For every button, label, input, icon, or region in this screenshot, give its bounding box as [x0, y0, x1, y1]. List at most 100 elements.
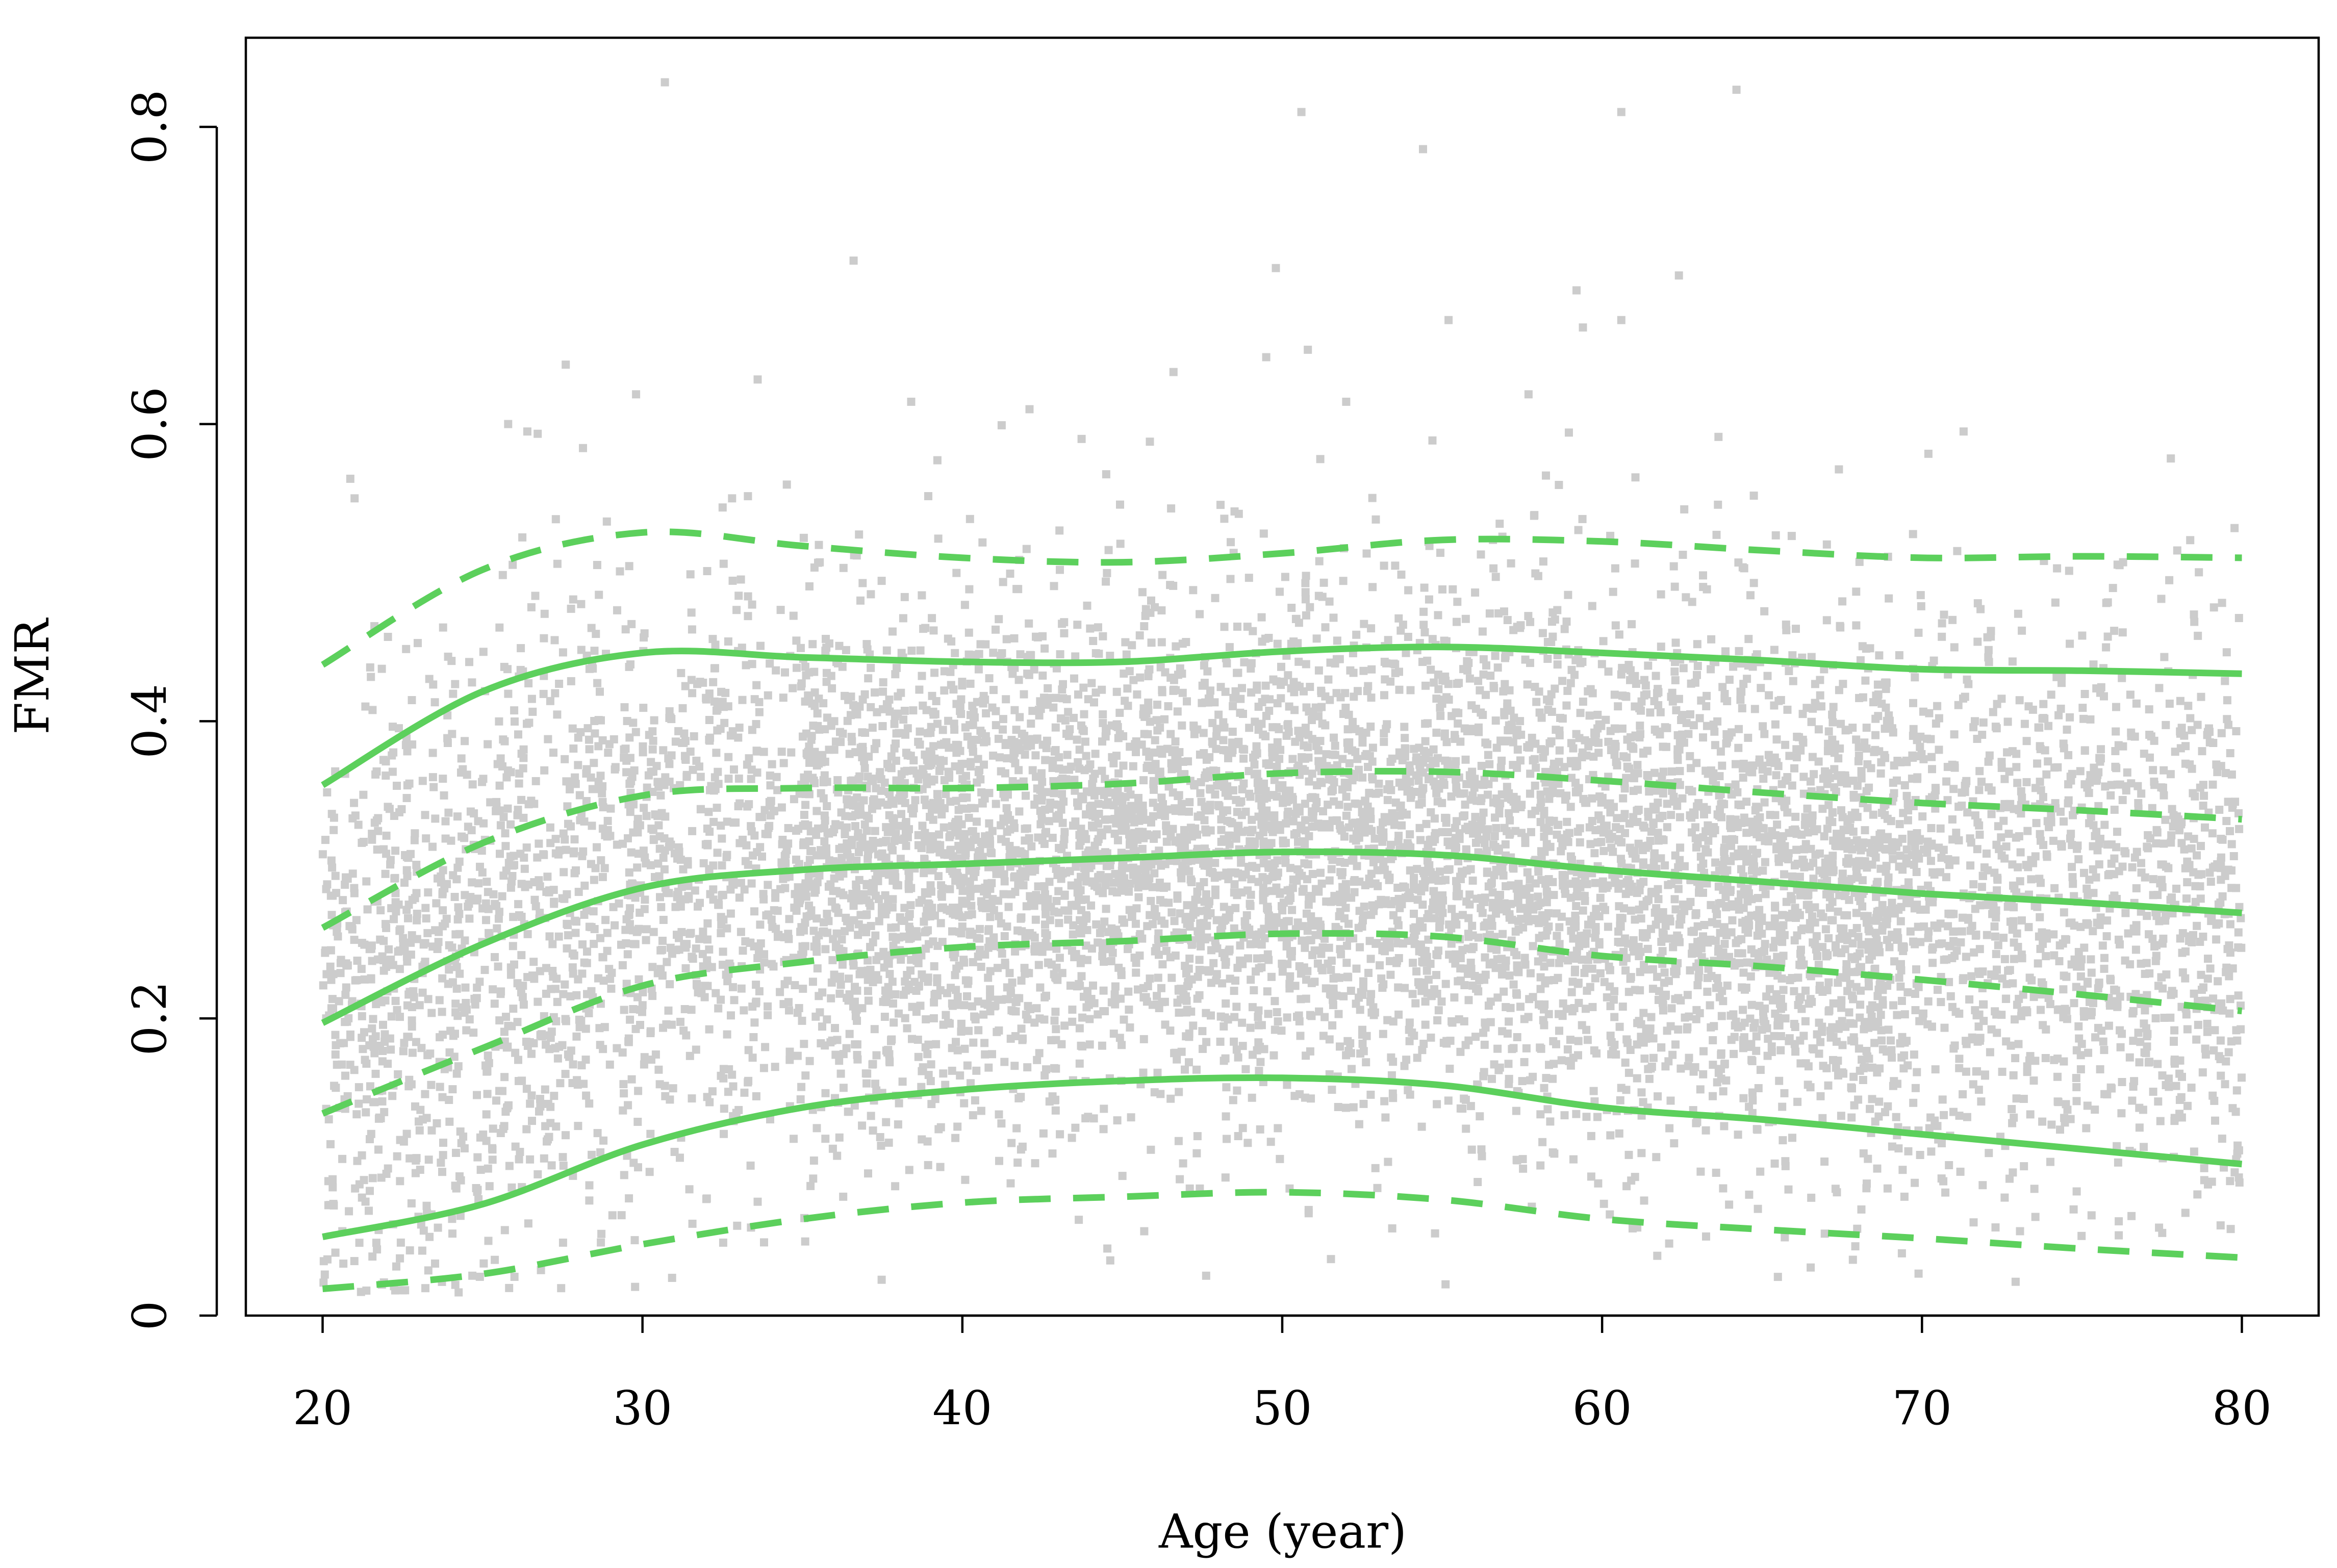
scatter-point: [659, 746, 668, 755]
scatter-point: [1573, 828, 1582, 836]
scatter-point: [1848, 1255, 1857, 1264]
scatter-point: [1388, 754, 1396, 763]
scatter-point: [1230, 1013, 1239, 1021]
scatter-point: [1230, 880, 1239, 889]
scatter-point: [1430, 678, 1438, 687]
scatter-point: [649, 928, 658, 936]
scatter-point: [523, 719, 531, 728]
scatter-point: [979, 1010, 988, 1019]
scatter-point: [603, 929, 612, 937]
scatter-point: [362, 1287, 371, 1295]
scatter-point: [1216, 1012, 1225, 1021]
scatter-point: [1654, 895, 1663, 904]
scatter-point: [1715, 772, 1724, 781]
scatter-point: [1793, 1097, 1802, 1106]
scatter-point: [654, 859, 663, 868]
scatter-point: [1212, 744, 1221, 753]
scatter-point: [1143, 922, 1152, 931]
scatter-point: [1979, 718, 1988, 727]
scatter-point: [907, 647, 916, 655]
scatter-point: [449, 1032, 458, 1040]
scatter-point: [967, 885, 975, 893]
scatter-point: [2000, 1193, 2009, 1202]
scatter-point: [686, 570, 695, 579]
scatter-point: [1890, 761, 1898, 770]
scatter-point: [1116, 539, 1125, 548]
scatter-point: [705, 1025, 714, 1034]
scatter-point: [1419, 607, 1428, 616]
scatter-point: [1523, 680, 1532, 689]
scatter-point: [413, 916, 421, 924]
scatter-point: [914, 1052, 923, 1061]
scatter-point: [1599, 637, 1608, 646]
scatter-point: [540, 634, 548, 642]
scatter-point: [822, 635, 830, 643]
scatter-point: [1274, 1124, 1282, 1133]
scatter-point: [1699, 888, 1707, 897]
scatter-point: [812, 914, 821, 923]
scatter-point: [1020, 690, 1028, 699]
scatter-point: [1174, 1137, 1183, 1145]
scatter-point: [876, 1133, 884, 1141]
scatter-point: [1835, 465, 1843, 474]
scatter-point: [688, 625, 696, 634]
scatter-point: [1824, 934, 1833, 942]
scatter-point: [2235, 825, 2244, 833]
scatter-point: [1153, 1068, 1162, 1077]
scatter-point: [744, 1046, 753, 1055]
scatter-point: [974, 1026, 983, 1035]
scatter-point: [2183, 1101, 2192, 1110]
scatter-point: [1117, 1041, 1126, 1049]
scatter-point: [1343, 803, 1352, 811]
scatter-point: [2118, 862, 2127, 871]
scatter-point: [1154, 973, 1162, 982]
scatter-point: [1366, 997, 1375, 1006]
scatter-point: [1100, 958, 1108, 966]
scatter-point: [1352, 630, 1361, 639]
scatter-point: [1229, 1096, 1237, 1104]
scatter-point: [1431, 829, 1440, 837]
scatter-point: [1566, 1061, 1575, 1070]
scatter-point: [1649, 820, 1658, 828]
scatter-point: [1524, 612, 1533, 621]
scatter-point: [2207, 1177, 2216, 1186]
scatter-point: [541, 1085, 549, 1094]
scatter-point: [358, 939, 366, 947]
scatter-point: [1513, 990, 1521, 999]
scatter-point: [1903, 799, 1912, 808]
scatter-point: [1719, 1184, 1728, 1193]
scatter-point: [536, 967, 544, 975]
scatter-point: [1373, 1184, 1382, 1192]
scatter-point: [1345, 738, 1354, 747]
scatter-point: [1230, 1037, 1238, 1046]
scatter-point: [871, 688, 879, 697]
scatter-point: [1315, 557, 1324, 565]
scatter-point: [1549, 891, 1558, 899]
scatter-point: [429, 680, 438, 689]
scatter-point: [1331, 741, 1339, 750]
scatter-point: [1048, 1149, 1057, 1158]
scatter-point: [1327, 1255, 1335, 1264]
scatter-point: [524, 1219, 532, 1228]
scatter-point: [1490, 832, 1499, 840]
scatter-point: [1674, 1025, 1683, 1034]
scatter-point: [455, 969, 464, 978]
scatter-point: [2004, 830, 2013, 838]
scatter-point: [897, 810, 905, 818]
scatter-point: [2089, 927, 2097, 936]
scatter-point: [1128, 641, 1136, 650]
scatter-point: [2038, 1117, 2047, 1126]
scatter-point: [1894, 1144, 1903, 1153]
scatter-point: [588, 785, 597, 793]
scatter-point: [2110, 806, 2119, 814]
scatter-point: [1689, 721, 1698, 730]
scatter-point: [1709, 721, 1718, 729]
scatter-point: [1405, 1018, 1414, 1027]
scatter-point: [1972, 1067, 1980, 1076]
scatter-point: [596, 772, 605, 780]
scatter-point: [579, 444, 587, 452]
scatter-point: [2186, 536, 2195, 545]
scatter-point: [1504, 1060, 1513, 1068]
scatter-point: [326, 1140, 335, 1148]
scatter-point: [718, 834, 726, 843]
